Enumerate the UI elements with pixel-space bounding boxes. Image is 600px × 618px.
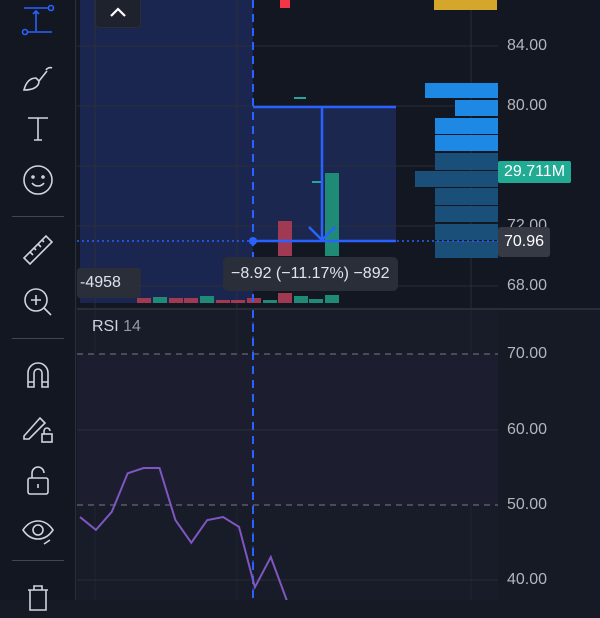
rsi-period: 14 [123, 318, 141, 335]
current-price-label: 70.96 [498, 227, 551, 257]
volume-bar [325, 295, 339, 303]
rsi-tick: 40.00 [507, 571, 548, 588]
measure-box [253, 107, 396, 241]
ruler-icon[interactable] [18, 230, 58, 270]
rsi-tick: 70.00 [507, 345, 548, 362]
rsi-tick: 60.00 [507, 421, 548, 438]
volume-profile [415, 83, 498, 258]
price-tick: 68.00 [507, 277, 548, 294]
brush-icon[interactable] [18, 58, 58, 98]
trash-icon[interactable] [18, 578, 58, 618]
chart-area[interactable]: 84.00 80.00 72.00 68.00 29.711M 70.96 −8… [77, 0, 600, 600]
volume-profile-row [425, 83, 498, 98]
volume-bar [169, 298, 183, 303]
volume-bar [200, 296, 214, 303]
volume-profile-row [415, 171, 498, 187]
toolbar-divider [12, 338, 64, 339]
measure-range-shade [80, 0, 253, 303]
volume-bar [278, 293, 292, 303]
candle [280, 0, 290, 8]
text-icon[interactable] [18, 108, 58, 148]
unlock-icon[interactable] [18, 460, 58, 500]
volume-label: 29.711M [498, 161, 572, 183]
volume-bar [294, 296, 308, 303]
arrow-down-icon [308, 226, 336, 242]
price-tick: 84.00 [507, 37, 548, 54]
pane-separator[interactable] [77, 308, 600, 310]
emoji-icon[interactable] [18, 160, 58, 200]
zoom-in-icon[interactable] [18, 282, 58, 322]
magnet-icon[interactable] [18, 355, 58, 395]
volume-bar [231, 300, 245, 303]
rsi-title: RSI [92, 318, 119, 335]
volume-bar [184, 298, 198, 303]
lock-drawings-icon[interactable] [18, 408, 58, 448]
candle [325, 173, 339, 256]
eye-icon[interactable] [18, 510, 58, 550]
volume-profile-row [435, 118, 498, 134]
volume-profile-row [455, 100, 498, 116]
time-diff-label: -4958 [77, 268, 141, 298]
volume-bar [309, 299, 323, 303]
toolbar-divider [12, 216, 64, 217]
measure-handle[interactable] [249, 237, 257, 245]
drawing-toolbar [0, 0, 76, 611]
chevron-up-icon [110, 7, 126, 17]
rsi-legend[interactable]: RSI 14 [92, 318, 141, 336]
volume-profile-row [435, 188, 498, 205]
volume-profile-row [435, 153, 498, 170]
volume-profile-row [435, 241, 498, 258]
candle-yellow-marker [434, 0, 497, 10]
volume-bar [137, 298, 151, 303]
measure-tool-icon[interactable] [18, 0, 58, 40]
toolbar-divider [12, 560, 64, 561]
volume-bar [153, 297, 167, 303]
volume-profile-row [435, 224, 498, 240]
volume-profile-row [435, 135, 498, 151]
volume-bar [216, 300, 230, 303]
rsi-line [79, 467, 288, 600]
rsi-tick: 50.00 [507, 496, 548, 513]
price-tick: 80.00 [507, 97, 548, 114]
volume-profile-row [435, 206, 498, 222]
candle [278, 221, 292, 256]
collapse-button[interactable] [95, 0, 141, 28]
volume-bar [263, 300, 277, 303]
measure-result-label: −8.92 (−11.17%) −892 [223, 257, 398, 291]
